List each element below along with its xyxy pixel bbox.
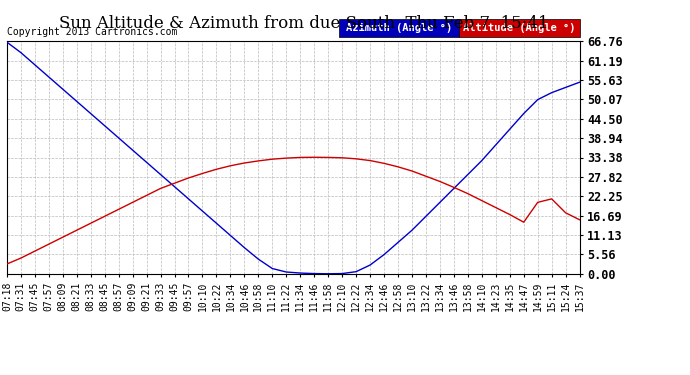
Text: Altitude (Angle °): Altitude (Angle °): [463, 23, 575, 33]
FancyBboxPatch shape: [339, 19, 460, 37]
FancyBboxPatch shape: [460, 19, 580, 37]
Text: Copyright 2013 Cartronics.com: Copyright 2013 Cartronics.com: [7, 27, 177, 37]
Text: Sun Altitude & Azimuth from due South  Thu Feb 7  15:41: Sun Altitude & Azimuth from due South Th…: [59, 15, 549, 32]
Text: Azimuth (Angle °): Azimuth (Angle °): [346, 23, 453, 33]
